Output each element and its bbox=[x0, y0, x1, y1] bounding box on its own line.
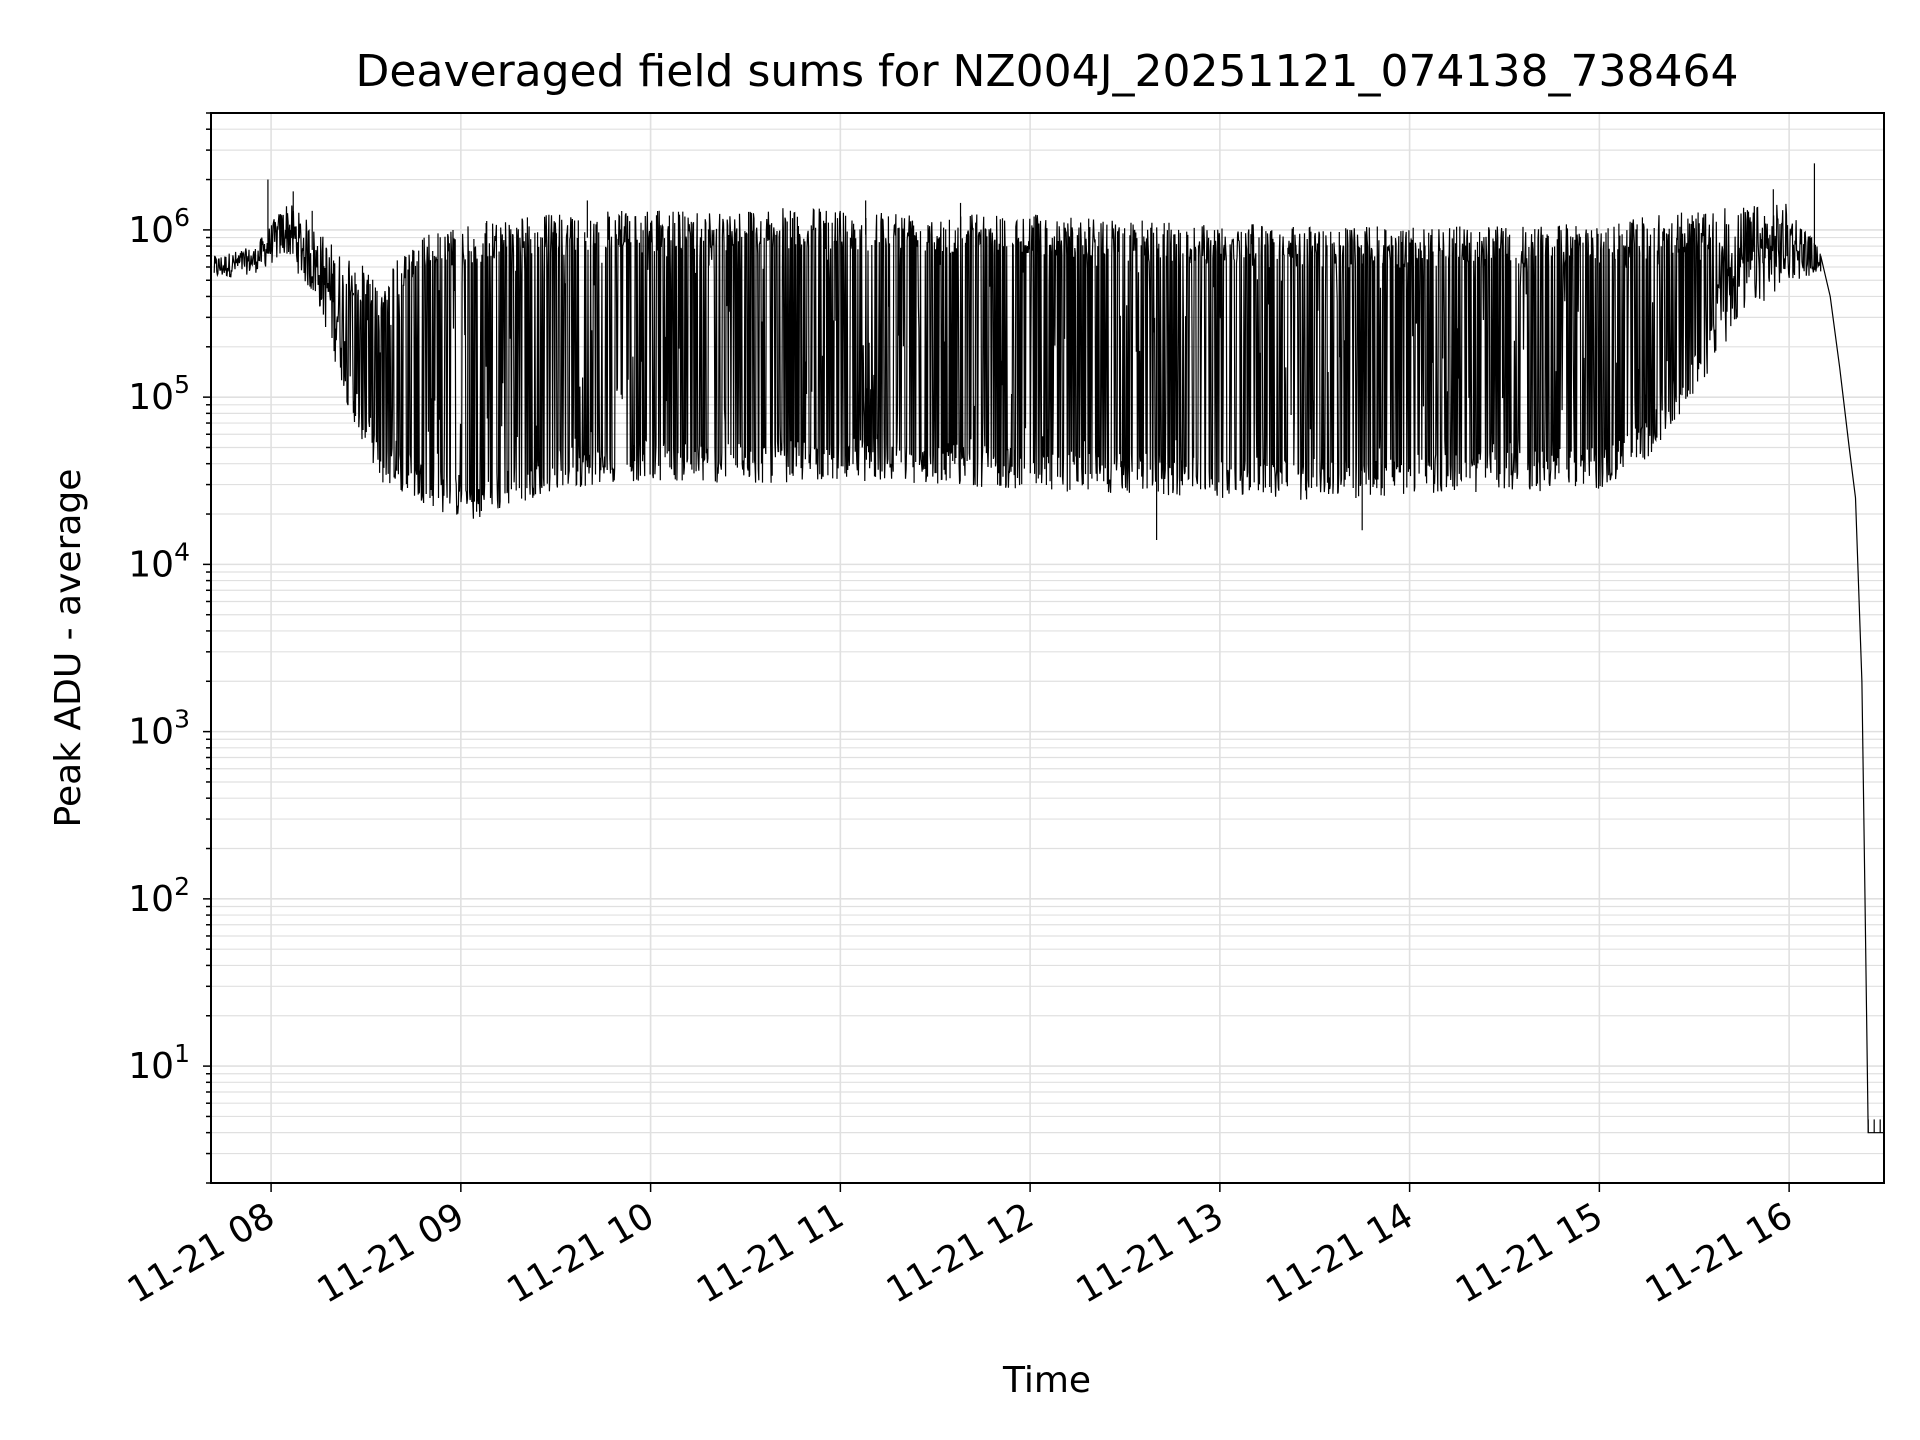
chart-title: Deaveraged field sums for NZ004J_2025112… bbox=[356, 46, 1739, 97]
plot-frame bbox=[210, 112, 1885, 1184]
y-tick-label: 106 bbox=[128, 203, 190, 251]
y-axis-label: Peak ADU - average bbox=[48, 469, 89, 828]
y-tick-label: 105 bbox=[128, 370, 190, 418]
data-series bbox=[213, 163, 1884, 1134]
y-tick-label: 104 bbox=[128, 537, 190, 585]
y-tick-label: 101 bbox=[128, 1039, 190, 1087]
y-tick-label: 102 bbox=[128, 872, 190, 920]
y-axis-ticks: 101 102 103 104 105 106 bbox=[128, 112, 211, 1184]
y-tick-label: 103 bbox=[128, 705, 190, 753]
x-axis-label: Time bbox=[1002, 1360, 1091, 1401]
series-line bbox=[213, 203, 1884, 1134]
